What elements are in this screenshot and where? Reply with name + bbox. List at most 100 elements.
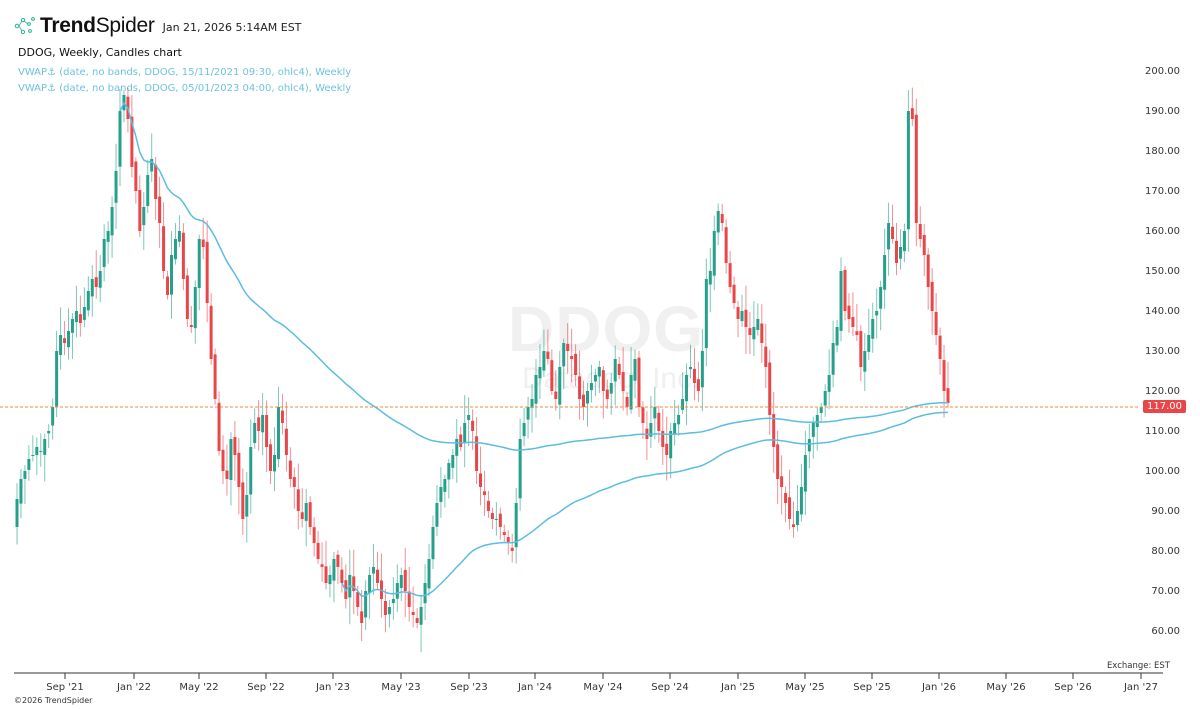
candle-up xyxy=(494,519,498,520)
y-tick-label: 90.00 xyxy=(1151,506,1180,517)
candle-up xyxy=(372,567,376,574)
candle-up xyxy=(423,583,427,604)
vwap-indicator-label-2[interactable]: VWAP⚓ (date, no bands, DDOG, 05/01/2023 … xyxy=(18,83,352,94)
candle-up xyxy=(19,479,23,504)
candle-up xyxy=(304,503,308,521)
candle-down xyxy=(938,335,942,359)
candle-up xyxy=(681,399,685,410)
y-axis[interactable]: 200.00 190.00 180.00 170.00 160.00 150.00 140.… xyxy=(1145,66,1180,637)
candle-up xyxy=(197,239,201,289)
x-tick-label: Sep '23 xyxy=(450,682,488,693)
candle-down xyxy=(728,263,732,287)
chart-timestamp: Jan 21, 2026 5:14AM EST xyxy=(162,21,302,34)
candle-down xyxy=(185,275,189,319)
candle-up xyxy=(328,575,332,585)
candle-down xyxy=(641,407,645,423)
x-axis[interactable]: Sep '21 Jan '22 May '22 Sep '22 Jan '23 May '… xyxy=(46,673,1158,693)
candle-down xyxy=(732,284,736,303)
candle-up xyxy=(106,231,110,242)
candle-down xyxy=(582,394,586,407)
candle-up xyxy=(110,207,114,236)
y-tick-label: 140.00 xyxy=(1145,306,1180,317)
candle-up xyxy=(455,439,459,456)
exchange-label: Exchange: EST xyxy=(1106,661,1170,671)
candle-up xyxy=(427,559,431,589)
candle-down xyxy=(744,309,748,327)
candle-up xyxy=(649,423,653,437)
candle-up xyxy=(673,423,677,434)
candle-up xyxy=(716,211,720,233)
candle-up xyxy=(514,503,518,548)
candle-down xyxy=(625,396,629,407)
candle-up xyxy=(27,459,31,470)
x-tick-label: Jan '23 xyxy=(315,682,350,693)
candle-up xyxy=(253,423,257,444)
candle-up xyxy=(815,415,819,428)
candle-down xyxy=(130,116,134,167)
x-tick-label: May '23 xyxy=(381,682,420,693)
candle-down xyxy=(225,470,229,479)
candle-up xyxy=(669,431,673,459)
candle-up xyxy=(795,511,799,526)
candle-up xyxy=(59,335,63,355)
candle-up xyxy=(522,423,526,437)
x-tick-label: Jan '26 xyxy=(921,682,956,693)
candle-up xyxy=(562,343,566,367)
candle-up xyxy=(823,391,827,406)
candle-down xyxy=(360,611,364,623)
candle-up xyxy=(435,503,439,527)
candle-up xyxy=(526,407,530,420)
candle-down xyxy=(233,437,237,455)
candle-up xyxy=(906,111,910,230)
candle-down xyxy=(201,239,205,247)
x-tick-label: Sep '24 xyxy=(651,682,689,693)
candle-down xyxy=(490,513,494,519)
candle-down xyxy=(94,277,98,287)
candle-down xyxy=(601,370,605,391)
candle-up xyxy=(391,599,395,604)
candle-down xyxy=(407,591,411,607)
candle-up xyxy=(811,423,815,437)
candle-up xyxy=(700,351,704,388)
candle-up xyxy=(871,319,875,339)
candle-up xyxy=(807,439,811,452)
candle-up xyxy=(875,311,879,316)
candle-up xyxy=(90,279,94,297)
brand-name: TrendSpider xyxy=(40,14,155,37)
candle-down xyxy=(934,311,938,335)
candle-down xyxy=(312,527,316,543)
candle-down xyxy=(237,452,241,487)
candle-up xyxy=(879,287,883,309)
candle-up xyxy=(55,351,59,407)
candle-down xyxy=(296,489,300,511)
candle-down xyxy=(217,402,221,451)
candle-down xyxy=(257,417,261,431)
candle-up xyxy=(439,487,443,502)
candle-down xyxy=(459,434,463,447)
candle-up xyxy=(589,383,593,391)
candle-up xyxy=(898,247,902,259)
candle-up xyxy=(177,231,181,242)
candle-down xyxy=(665,443,669,455)
candle-down xyxy=(154,164,158,199)
candle-down xyxy=(772,414,776,447)
candle-up xyxy=(51,407,55,426)
candle-up xyxy=(173,239,177,260)
candle-up xyxy=(451,455,455,468)
x-tick-label: May '22 xyxy=(179,682,218,693)
candle-down xyxy=(415,618,419,623)
vwap-line-2023 xyxy=(341,411,949,598)
candle-down xyxy=(280,410,284,423)
x-tick-label: Jan '22 xyxy=(116,682,151,693)
candle-down xyxy=(138,189,142,231)
candle-up xyxy=(419,607,423,625)
vwap-indicator-label-1[interactable]: VWAP⚓ (date, no bands, DDOG, 15/11/2021 … xyxy=(18,67,352,78)
candle-up xyxy=(803,455,807,492)
candle-up xyxy=(43,439,47,455)
candle-down xyxy=(482,491,486,495)
x-tick-label: May '26 xyxy=(986,682,1025,693)
candle-up xyxy=(902,231,906,252)
candle-down xyxy=(284,428,288,455)
candle-down xyxy=(776,444,780,479)
